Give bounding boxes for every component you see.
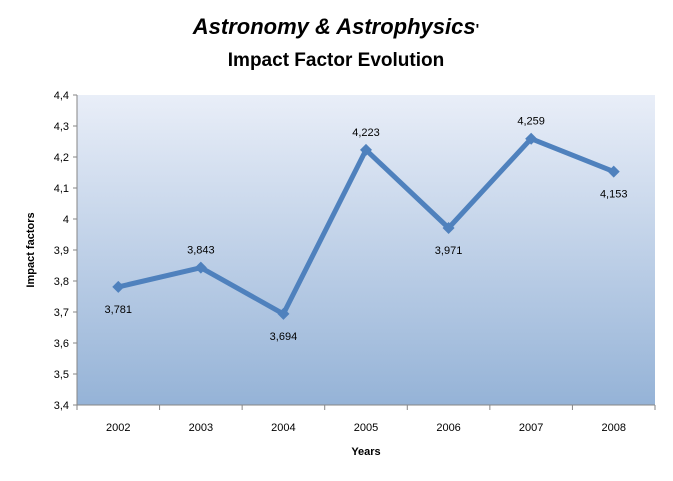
y-tick-label: 4,4: [54, 90, 69, 102]
y-tick-label: 3,9: [54, 245, 69, 257]
x-tick-label: 2003: [189, 422, 213, 434]
data-point-marker: [525, 132, 538, 145]
plot-area: [77, 95, 655, 405]
data-point-marker: [360, 143, 372, 156]
x-tick-label: 2008: [601, 422, 625, 434]
data-label: 3,843: [187, 245, 215, 257]
data-label: 3,694: [270, 331, 298, 343]
y-tick-label: 4,2: [54, 152, 69, 164]
y-tick-label: 3,8: [54, 276, 69, 288]
x-tick-label: 2006: [436, 422, 460, 434]
data-label: 4,223: [352, 127, 380, 139]
data-label: 3,971: [435, 245, 463, 257]
y-tick-label: 4,3: [54, 121, 69, 133]
x-tick-label: 2004: [271, 422, 295, 434]
data-point-marker: [277, 307, 290, 320]
y-tick-label: 3,5: [54, 369, 69, 381]
data-label: 4,259: [517, 116, 545, 128]
x-tick-label: 2005: [354, 422, 378, 434]
series-impact-factor: [112, 132, 620, 320]
data-point-marker: [112, 280, 125, 293]
y-axis-ticks: 3,4 3,5 3,6 3,7 3,8 3,9 4 4,1 4,2 4,3 4,4: [54, 90, 77, 412]
y-tick-label: 4,1: [54, 183, 69, 195]
chart-title: Astronomy & Astrophysics': [192, 14, 479, 39]
y-tick-label: 3,4: [54, 400, 69, 412]
y-tick-label: 3,6: [54, 338, 69, 350]
data-labels: 3,781 3,843 3,694 4,223 3,971 4,259 4,153: [105, 116, 628, 343]
y-axis-title: Impact factors: [25, 212, 37, 287]
data-label: 4,153: [600, 189, 628, 201]
x-tick-label: 2007: [519, 422, 543, 434]
x-axis-title: Years: [351, 446, 380, 458]
chart-title-suffix: ': [476, 21, 480, 38]
data-point-marker: [194, 261, 207, 274]
data-label: 3,781: [105, 304, 133, 316]
x-axis-ticks: 2002 2003 2004 2005 2006 2007 2008: [76, 405, 656, 434]
data-point-marker: [442, 221, 455, 234]
y-tick-label: 3,7: [54, 307, 69, 319]
x-tick-label: 2002: [106, 422, 130, 434]
y-tick-label: 4: [63, 214, 69, 226]
data-point-marker: [607, 165, 620, 178]
chart-subtitle: Impact Factor Evolution: [228, 50, 444, 71]
chart-title-main: Astronomy & Astrophysics: [192, 14, 476, 39]
